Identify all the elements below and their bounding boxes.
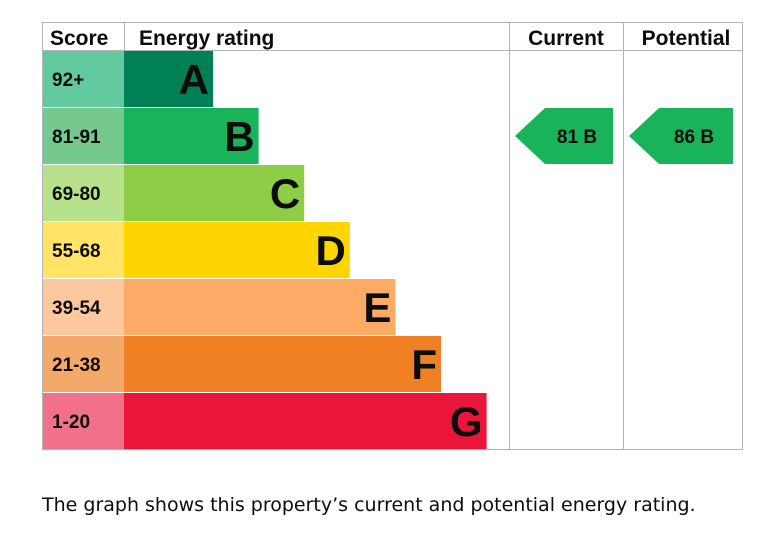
score-label-d: 55-68 bbox=[52, 241, 101, 262]
band-letter-g: G bbox=[450, 398, 483, 445]
score-label-e: 39-54 bbox=[52, 298, 101, 319]
score-label-b: 81-91 bbox=[52, 127, 101, 148]
rating-arrows: 81 B 86 B bbox=[515, 108, 733, 164]
score-cell-f bbox=[43, 336, 124, 392]
band-letter-b: B bbox=[224, 113, 254, 160]
score-label-a: 92+ bbox=[52, 70, 84, 91]
score-cell-e bbox=[43, 279, 124, 335]
score-label-g: 1-20 bbox=[52, 412, 90, 433]
score-label-c: 69-80 bbox=[52, 184, 101, 205]
band-letter-f: F bbox=[411, 341, 437, 388]
current-rating-arrow-label: 81 B bbox=[557, 127, 597, 148]
chart-headers: Score Energy rating Current Potential bbox=[50, 27, 730, 50]
score-cell-b bbox=[43, 108, 124, 164]
band-bar-f bbox=[124, 336, 441, 392]
band-bar-e bbox=[124, 279, 396, 335]
chart-caption: The graph shows this property’s current … bbox=[42, 494, 696, 516]
band-letter-d: D bbox=[315, 227, 345, 274]
band-bar-c bbox=[124, 165, 305, 221]
score-cell-d bbox=[43, 222, 124, 278]
score-cell-c bbox=[43, 165, 124, 221]
band-bar-a bbox=[124, 51, 213, 107]
chart-grid bbox=[42, 22, 743, 450]
header-potential: Potential bbox=[642, 27, 731, 50]
header-rating: Energy rating bbox=[139, 27, 274, 50]
header-current: Current bbox=[528, 27, 604, 50]
current-rating-arrow bbox=[515, 108, 613, 164]
score-label-f: 21-38 bbox=[52, 355, 101, 376]
band-letter-c: C bbox=[270, 170, 300, 217]
band-bar-d bbox=[124, 222, 350, 278]
band-bar-b bbox=[124, 108, 259, 164]
score-cell-a bbox=[43, 51, 124, 107]
header-score: Score bbox=[50, 27, 108, 50]
band-letter-e: E bbox=[363, 284, 391, 331]
band-letter-a: A bbox=[179, 56, 209, 103]
potential-rating-arrow bbox=[629, 108, 733, 164]
score-cell-g bbox=[43, 393, 124, 449]
rating-bands: 92+ A 81-91 B 69-80 C 55-68 D 39-54 E 21-38 F 1-20 G bbox=[43, 51, 487, 449]
potential-rating-arrow-label: 86 B bbox=[674, 127, 714, 148]
band-bar-g bbox=[124, 393, 487, 449]
energy-rating-chart: Score Energy rating Current Potential 92… bbox=[42, 22, 743, 450]
